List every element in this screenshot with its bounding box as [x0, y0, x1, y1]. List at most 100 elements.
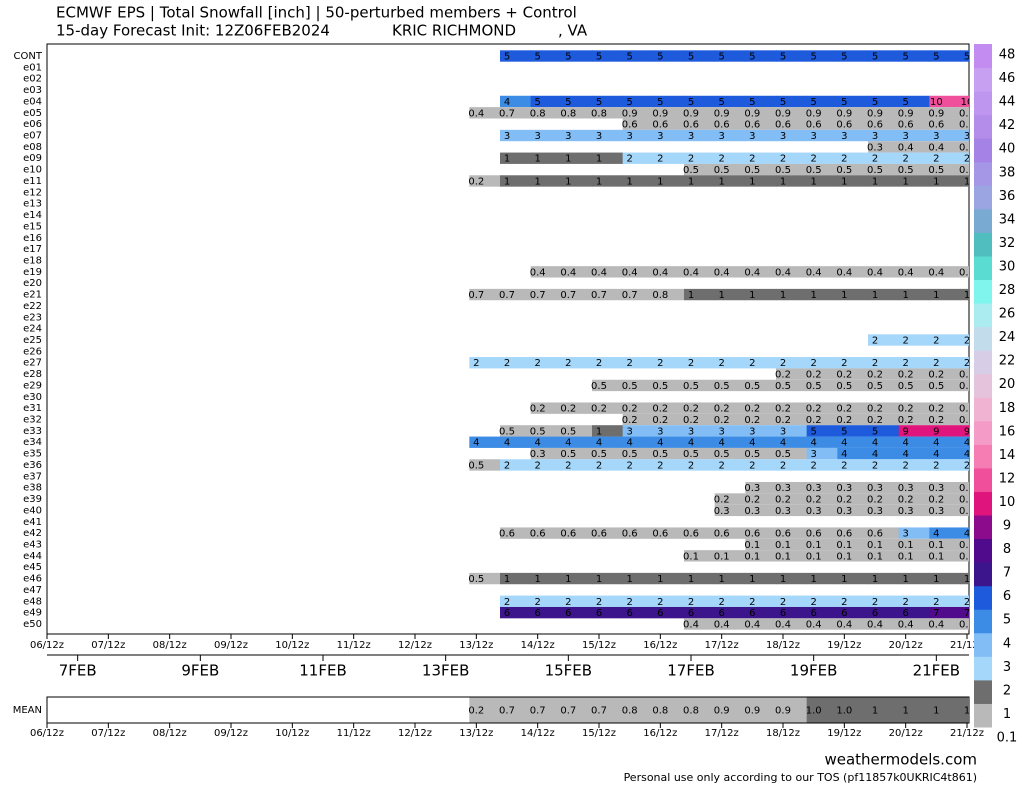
cell-label: 2: [565, 597, 571, 608]
cell-label: 0.3: [744, 483, 760, 494]
cell-label: 5: [534, 52, 540, 63]
cell-label: 5: [626, 52, 632, 63]
cell-label: 0.6: [836, 120, 852, 131]
cell-label: 0.4: [560, 267, 576, 278]
cell: [929, 152, 961, 164]
cell: [837, 368, 869, 380]
x-tick-label: 07/12z: [91, 640, 125, 651]
cell: [806, 606, 838, 619]
cell: [684, 175, 716, 187]
row-label: e30: [23, 392, 42, 403]
colorbar-segment: [974, 703, 992, 728]
colorbar-label: 8: [1003, 542, 1011, 557]
cell-label: 0.2: [898, 415, 914, 426]
cell: [714, 379, 746, 392]
cell: [837, 425, 869, 437]
cell: [653, 572, 685, 585]
cell: [745, 482, 777, 494]
cell-label: 1: [810, 574, 816, 585]
colorbar-label: 24: [999, 330, 1016, 345]
cell-label: 5: [780, 52, 786, 63]
source: weathermodels.com: [824, 751, 977, 769]
cell-label: 0.3: [898, 483, 914, 494]
cell-label: 0.4: [683, 620, 699, 631]
cell-label: 0.9: [959, 108, 975, 119]
cell: [714, 152, 746, 164]
cell: [837, 357, 869, 369]
cell: [868, 152, 900, 164]
cell-label: 5: [657, 52, 663, 63]
cell: [684, 595, 716, 607]
cell-label: 3: [902, 131, 908, 142]
cell: [898, 175, 930, 187]
cell-label: 0.8: [560, 108, 576, 119]
cell-label: 6: [902, 608, 908, 619]
cell-label: 1: [810, 176, 816, 187]
cell-label: 0.2: [560, 404, 576, 415]
cell: [898, 527, 930, 539]
cell-label: 0.4: [836, 267, 852, 278]
x-tick-label: 09/12z: [214, 728, 248, 739]
colorbar-segment: [974, 279, 992, 304]
row-label: e21: [23, 290, 42, 301]
cell: [561, 266, 593, 278]
cell: [960, 572, 969, 585]
cell-label: 1: [780, 176, 786, 187]
cell: [622, 527, 654, 539]
cell-label: 4: [565, 438, 571, 449]
cell: [837, 606, 869, 619]
cell-label: 2: [780, 597, 786, 608]
cell-label: 1: [872, 706, 878, 717]
cell-label: 0.2: [836, 370, 852, 381]
cell: [653, 447, 685, 460]
cell: [898, 697, 930, 723]
cell-label: 5: [657, 97, 663, 108]
date-label: 15FEB: [545, 662, 592, 680]
colorbar-segment: [974, 420, 992, 445]
cell-label: 1: [565, 154, 571, 165]
cell-label: 6: [626, 608, 632, 619]
cell: [714, 118, 746, 130]
cell-label: 0.4: [928, 267, 944, 278]
row-label: e29: [23, 380, 42, 391]
cell: [500, 697, 532, 723]
x-tick-label: 11/12z: [337, 640, 371, 651]
cell-label: 2: [534, 460, 540, 471]
colorbar-label: 7: [1003, 566, 1011, 581]
cell: [622, 572, 654, 585]
cell: [776, 550, 808, 562]
cell: [868, 459, 900, 471]
x-tick-label: 12/12z: [398, 728, 432, 739]
cell-label: 0.2: [683, 415, 699, 426]
cell: [653, 402, 685, 414]
cell: [714, 697, 746, 723]
cell: [960, 288, 969, 301]
cell: [684, 447, 716, 460]
cell-label: 3: [657, 426, 663, 437]
cell-label: 0.5: [898, 165, 914, 176]
cell-label: 1: [933, 176, 939, 187]
cell: [929, 334, 961, 346]
x-tick-label: 18/12z: [766, 728, 800, 739]
cell: [714, 504, 746, 517]
cell: [622, 266, 654, 278]
cell: [530, 572, 562, 585]
cell: [622, 107, 654, 119]
cell-label: 0.5: [744, 381, 760, 392]
cell: [622, 402, 654, 414]
cell-label: 0.4: [468, 108, 484, 119]
cell: [745, 550, 777, 562]
cell: [561, 436, 593, 448]
cell-label: 0.4: [867, 267, 883, 278]
cell: [684, 618, 716, 630]
cell: [837, 504, 869, 517]
colorbar-segment: [974, 138, 992, 163]
cell: [561, 697, 593, 723]
colorbar-label: 4: [1003, 636, 1011, 651]
cell-label: 2: [933, 460, 939, 471]
mean-cells: 0.2 0.7 0.7 0.7 0.7 0.8 0.8 0.8 0.9 0.9 0.9 1.0 1.0 1…: [468, 697, 969, 723]
x-tick-label: 20/12z: [889, 728, 923, 739]
cell-label: 6: [718, 608, 724, 619]
row-label: e22: [23, 301, 42, 312]
colorbar-label: 46: [999, 71, 1016, 86]
